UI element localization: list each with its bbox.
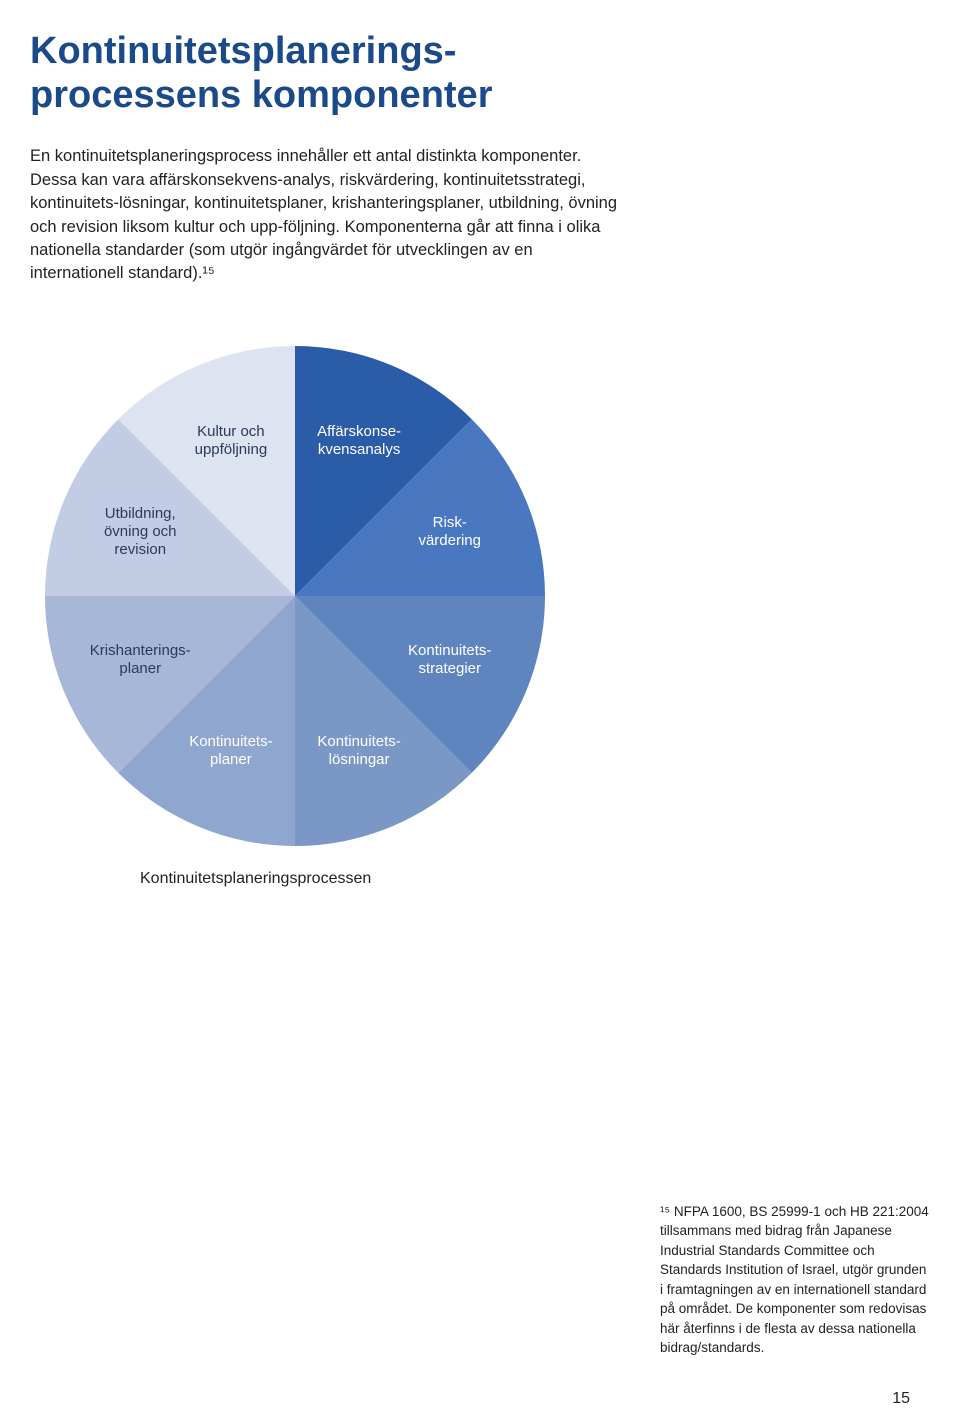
pie-slice-label: Risk- värdering [418,514,481,550]
pie-slice-label: Kultur och uppföljning [195,423,268,459]
page-number: 15 [892,1390,910,1408]
pie-slice-label: Kontinuitets- planer [189,733,272,769]
pie-slice-label: Utbildning, övning och revision [104,505,177,559]
pie-caption: Kontinuitetsplaneringsprocessen [140,870,900,888]
intro-paragraph: En kontinuitetsplaneringsprocess innehål… [30,145,620,286]
pie-slice-label: Kontinuitets- strategier [408,642,491,678]
page-title: Kontinuitetsplanerings- processens kompo… [30,30,900,117]
pie-slice-label: Kontinuitets- lösningar [317,733,400,769]
footnote: ¹⁵ NFPA 1600, BS 25999-1 och HB 221:2004… [660,1202,930,1359]
pie-chart: Affärskonse- kvensanalys Risk- värdering K… [45,346,545,846]
pie-svg [45,346,545,846]
pie-slice-label: Krishanterings- planer [90,642,191,678]
pie-slice-label: Affärskonse- kvensanalys [317,423,401,459]
